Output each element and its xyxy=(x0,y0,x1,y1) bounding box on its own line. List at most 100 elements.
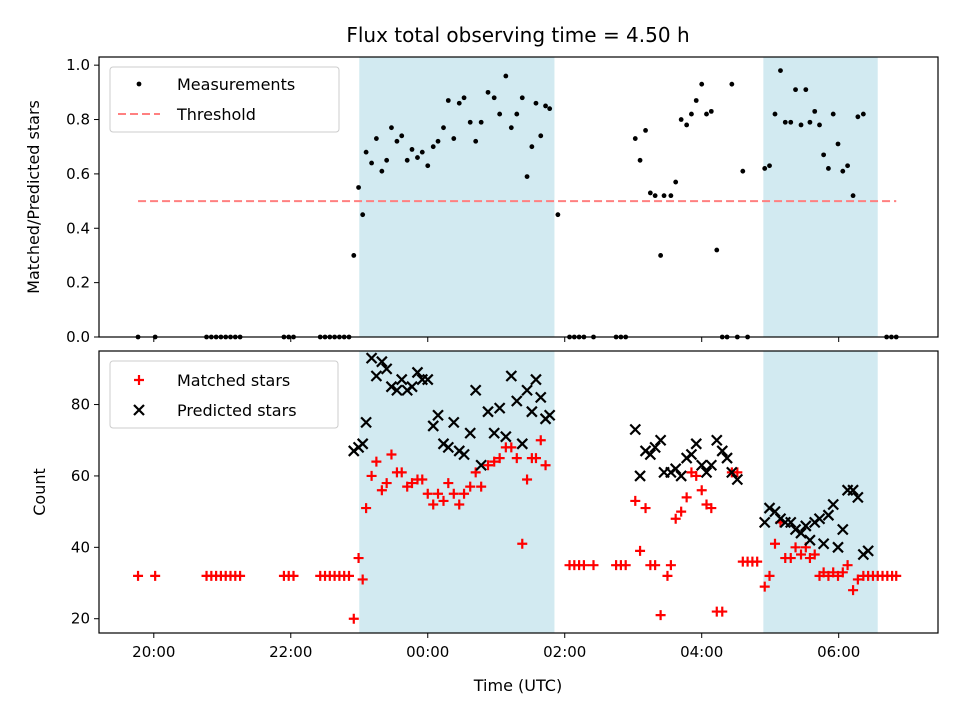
plot-frame xyxy=(98,350,939,634)
measurement-point xyxy=(394,138,400,144)
matched-star-point xyxy=(852,574,863,585)
observing-window-band xyxy=(763,351,878,633)
predicted-star-point xyxy=(475,459,487,472)
plot-frame xyxy=(98,56,939,338)
measurement-point xyxy=(830,111,836,117)
matched-star-point xyxy=(376,485,387,496)
measurement-point xyxy=(704,111,709,117)
measurement-point xyxy=(435,138,441,144)
measurement-point xyxy=(729,81,735,87)
predicted-star-point xyxy=(133,404,145,416)
matched-star-point xyxy=(769,538,780,549)
measurement-point xyxy=(693,98,699,103)
measurement-point xyxy=(538,133,544,139)
matched-star-point xyxy=(506,442,517,453)
legend: Matched stars Predicted stars xyxy=(109,360,339,429)
predicted-star-point xyxy=(385,380,398,393)
predicted-star-point xyxy=(427,420,440,432)
measurement-point xyxy=(136,81,142,87)
observing-window-band xyxy=(359,351,555,633)
predicted-star-point xyxy=(813,512,826,525)
measurement-point xyxy=(415,155,420,160)
x-tick-label: 20:00 xyxy=(132,643,175,661)
matched-star-point xyxy=(366,470,377,481)
matched-star-point xyxy=(134,375,144,385)
matched-star-point xyxy=(465,481,476,492)
measurement-point xyxy=(643,127,648,133)
matched-star-point xyxy=(530,453,541,464)
measurement-point xyxy=(821,152,827,158)
predicted-star-point xyxy=(763,502,776,514)
predicted-star-point xyxy=(395,373,408,386)
matched-star-point xyxy=(396,467,407,478)
matched-star-point xyxy=(640,503,651,514)
matched-star-point xyxy=(448,488,459,499)
matched-star-point xyxy=(438,495,449,506)
matched-star-point xyxy=(150,570,161,581)
matched-star-point xyxy=(386,449,397,460)
matched-star-point xyxy=(483,460,494,471)
measurement-point xyxy=(835,141,841,147)
measurement-point xyxy=(430,144,436,150)
measurement-point xyxy=(673,179,679,185)
matched-star-point xyxy=(635,545,646,556)
predicted-star-point xyxy=(690,438,703,450)
predicted-star-point xyxy=(411,366,424,379)
predicted-star-point xyxy=(360,416,372,429)
measurement-point xyxy=(678,117,684,122)
predicted-star-point xyxy=(505,370,518,382)
matched-star-point xyxy=(665,560,676,571)
matched-star-point xyxy=(489,456,500,467)
matched-star-point xyxy=(535,435,546,446)
predicted-star-point xyxy=(391,384,403,397)
predicted-star-point xyxy=(832,541,844,554)
measurement-point xyxy=(637,157,643,163)
measurement-point xyxy=(425,163,431,169)
predicted-star-point xyxy=(365,352,378,364)
measurement-point xyxy=(360,212,366,218)
matched-star-point xyxy=(717,606,728,617)
matched-star-point xyxy=(343,570,354,581)
predicted-star-point xyxy=(822,509,835,521)
measurement-point xyxy=(363,149,369,155)
predicted-star-point xyxy=(800,520,812,532)
matched-star-point xyxy=(752,556,763,567)
legend-label: Measurements xyxy=(177,75,295,94)
predicted-star-point xyxy=(356,438,369,450)
predicted-star-point xyxy=(464,427,476,439)
matched-star-point xyxy=(706,503,717,514)
predicted-star-point xyxy=(827,498,839,511)
matched-star-point xyxy=(433,488,444,499)
predicted-star-point xyxy=(421,373,434,386)
measurement-point xyxy=(373,136,379,141)
measurement-point xyxy=(473,138,479,144)
matched-star-point xyxy=(422,488,433,499)
predicted-star-point xyxy=(380,363,393,375)
measurement-point xyxy=(445,98,451,103)
x-tick-label: 22:00 xyxy=(269,643,312,661)
measurement-point xyxy=(389,125,394,131)
legend-box xyxy=(109,66,340,133)
measurement-point xyxy=(860,111,866,117)
measurement-point xyxy=(788,119,794,125)
measurement-point xyxy=(409,147,415,152)
matched-star-point xyxy=(662,570,673,581)
matched-star-point xyxy=(655,610,666,621)
predicted-star-point xyxy=(726,466,738,479)
predicted-star-point xyxy=(488,427,500,439)
predicted-star-point xyxy=(675,470,687,482)
predicted-star-point xyxy=(731,473,744,486)
measurement-point xyxy=(855,114,861,120)
predicted-star-point xyxy=(543,409,556,422)
matched-star-point xyxy=(764,570,775,581)
predicted-star-point xyxy=(669,463,682,475)
matched-star-point xyxy=(459,488,470,499)
legend-label: Matched stars xyxy=(177,371,290,390)
predicted-star-point xyxy=(634,470,646,482)
predicted-star-point xyxy=(654,434,667,447)
measurement-point xyxy=(772,111,778,117)
matched-star-point xyxy=(357,574,368,585)
predicted-star-point xyxy=(534,391,547,404)
matched-star-point xyxy=(454,499,465,510)
matched-star-point xyxy=(522,474,533,485)
